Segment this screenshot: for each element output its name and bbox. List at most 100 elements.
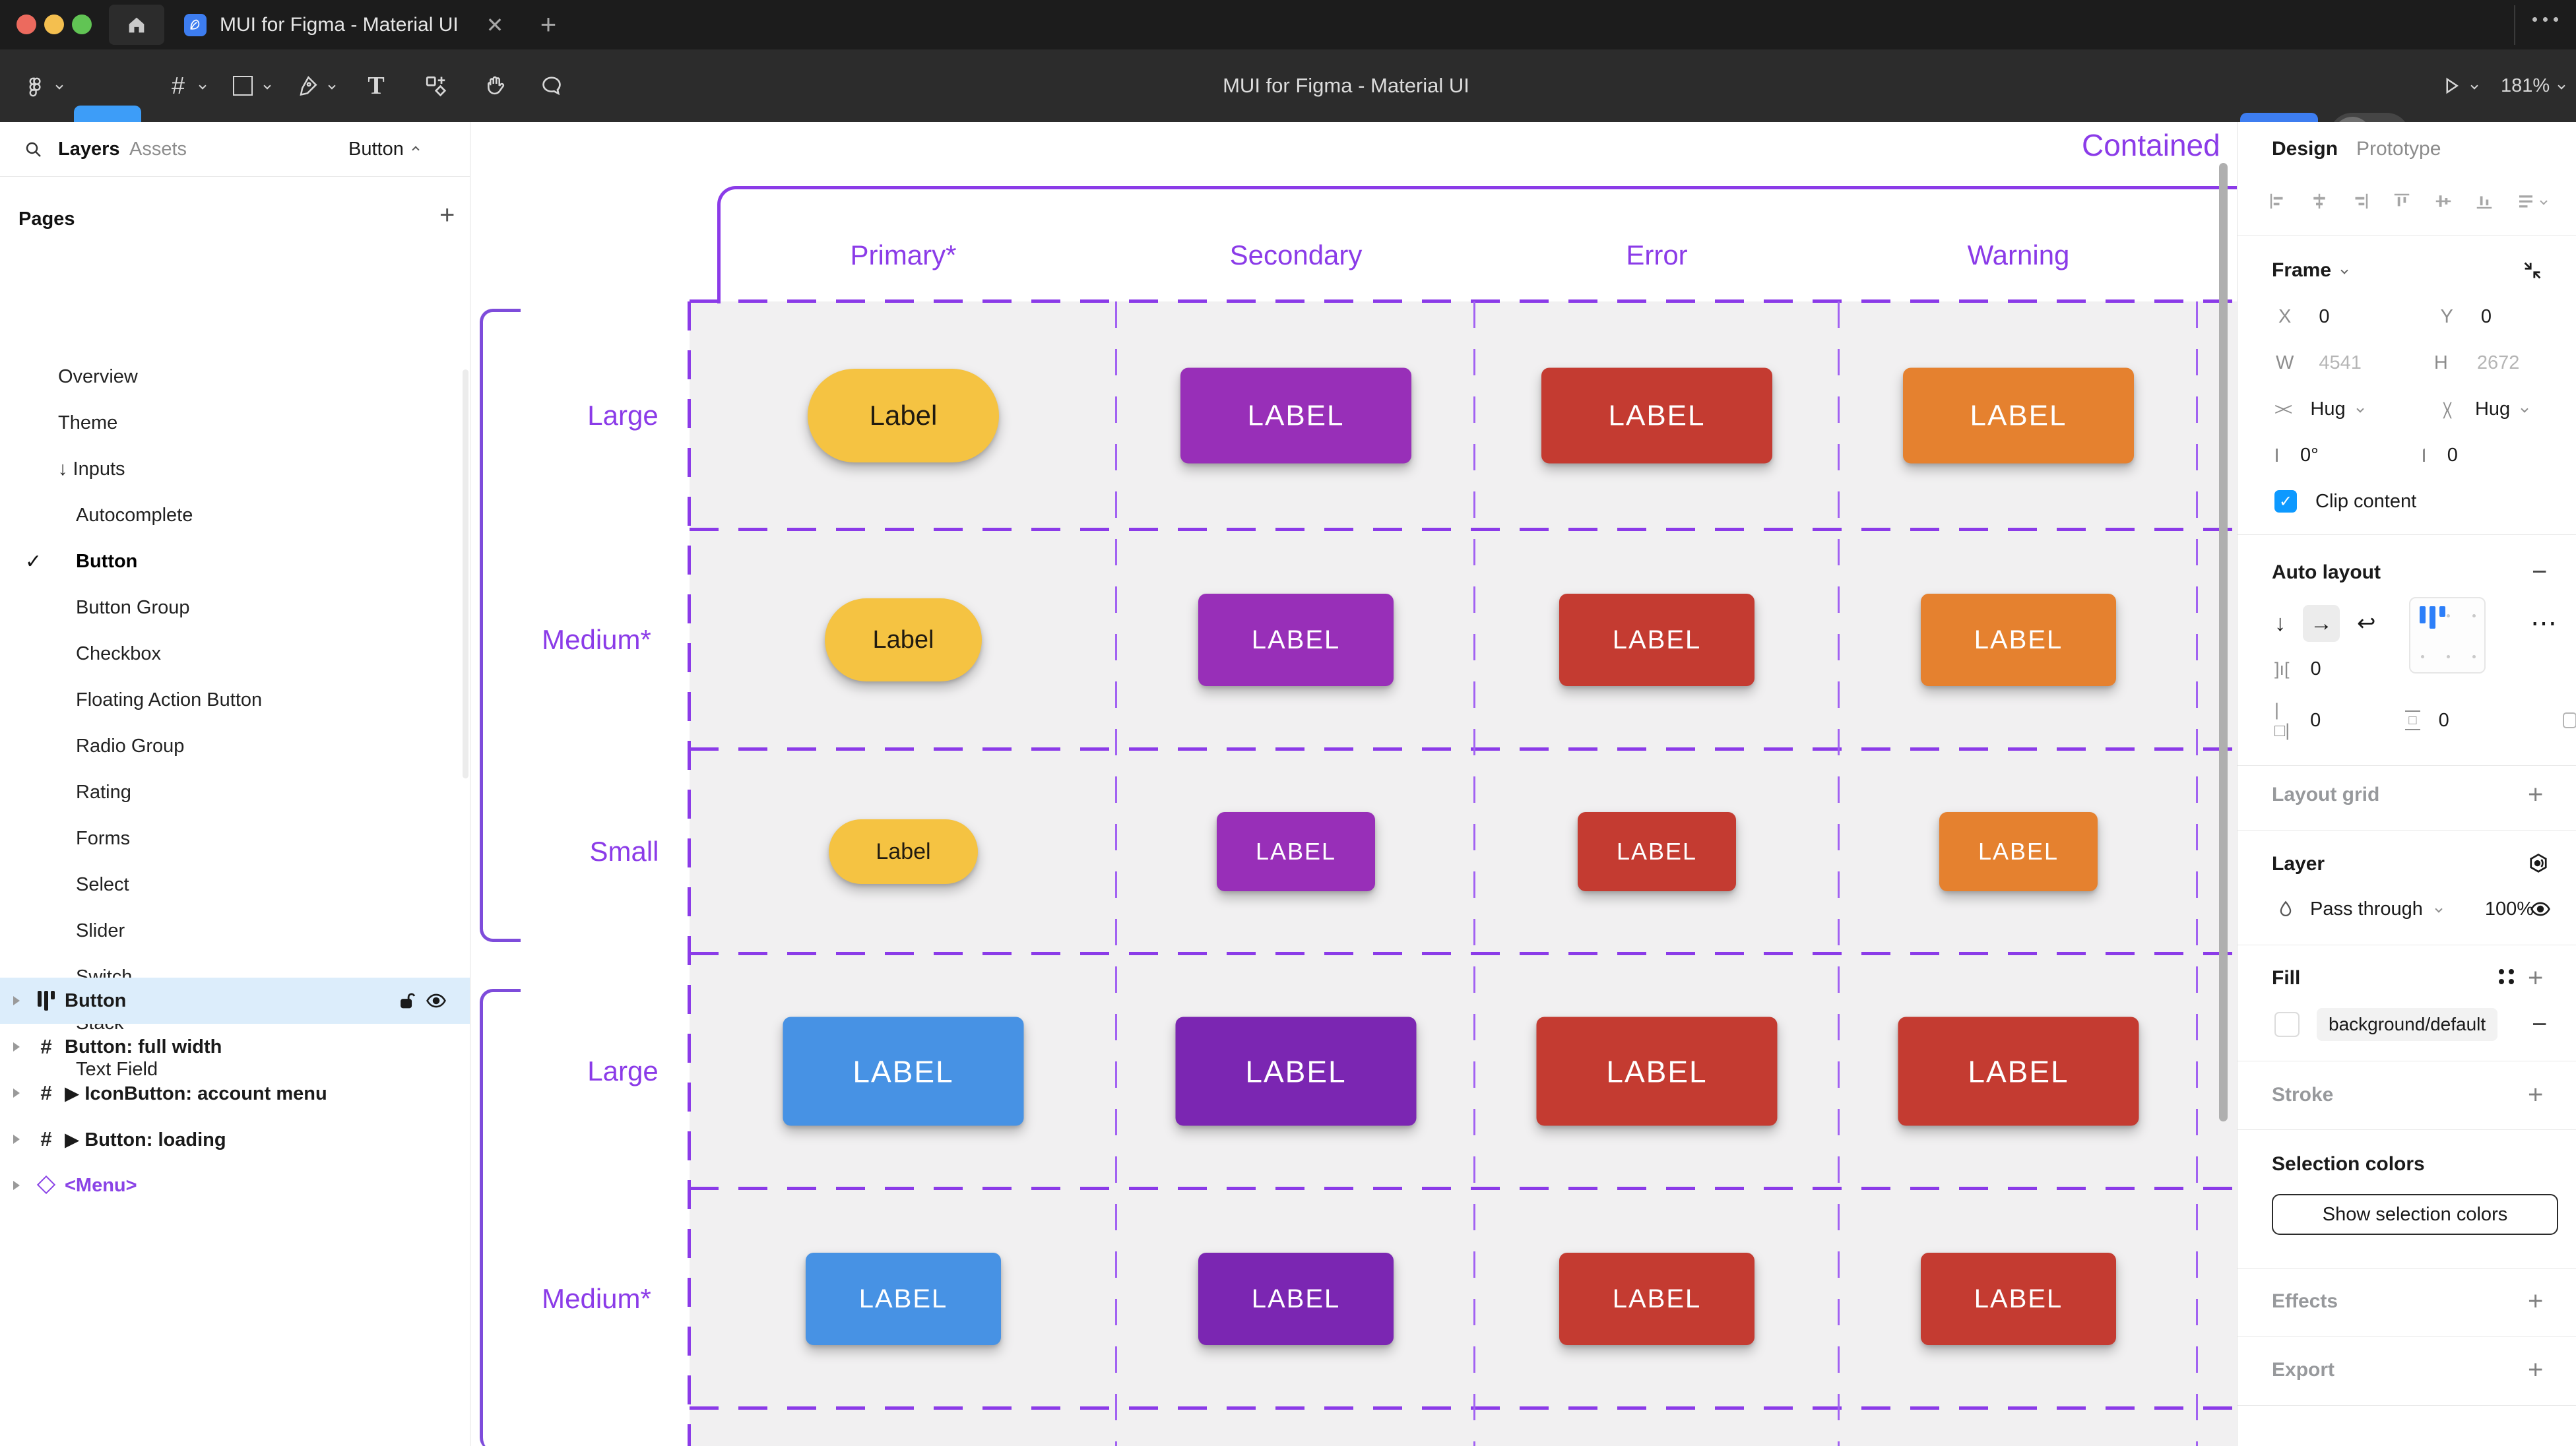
present-chevron-icon[interactable] xyxy=(2470,82,2478,90)
text-tool[interactable]: T xyxy=(368,72,385,100)
disclosure-icon[interactable] xyxy=(13,1088,20,1098)
page-item[interactable]: Theme xyxy=(58,412,118,433)
unlock-icon[interactable] xyxy=(396,990,418,1012)
canvas-button[interactable]: LABEL xyxy=(1180,367,1411,464)
canvas-button[interactable]: LABEL xyxy=(1559,1253,1755,1345)
layer-row[interactable]: # Button: full width xyxy=(0,1024,470,1070)
page-item[interactable]: Slider xyxy=(76,920,125,941)
sizing-v-value[interactable]: Hug xyxy=(2474,398,2511,420)
page-item[interactable]: Select xyxy=(76,873,129,895)
blend-mode-icon[interactable] xyxy=(2527,852,2550,875)
page-item[interactable]: ↓ Inputs xyxy=(58,458,125,480)
page-item[interactable]: Autocomplete xyxy=(76,504,193,526)
canvas-button[interactable]: LABEL xyxy=(1578,812,1736,891)
gap-value[interactable]: 0 xyxy=(2310,658,2321,679)
clip-content-checkbox[interactable]: ✓ xyxy=(2274,490,2297,513)
align-top-icon[interactable] xyxy=(2392,191,2412,211)
tab-close-icon[interactable]: ✕ xyxy=(486,13,504,37)
h-value[interactable]: 2672 xyxy=(2476,352,2520,373)
corner-radius-value[interactable]: 0 xyxy=(2447,444,2458,466)
canvas-button[interactable]: Label xyxy=(825,598,982,681)
page-item[interactable]: Overview xyxy=(58,365,138,387)
disclosure-icon[interactable] xyxy=(13,1135,20,1144)
y-value[interactable]: 0 xyxy=(2480,305,2492,327)
canvas-button[interactable]: LABEL xyxy=(1541,367,1772,464)
resources-tool[interactable] xyxy=(420,49,451,122)
align-left-icon[interactable] xyxy=(2268,191,2288,211)
w-value[interactable]: 4541 xyxy=(2319,352,2362,373)
add-stroke-button[interactable]: + xyxy=(2528,1080,2544,1110)
canvas-button[interactable]: LABEL xyxy=(1921,1253,2116,1345)
frame-tool[interactable]: # xyxy=(171,72,185,99)
layer-row[interactable]: # ▶ IconButton: account menu xyxy=(0,1070,470,1116)
layer-row-instance[interactable]: <Menu> xyxy=(0,1162,470,1209)
canvas-button[interactable]: LABEL xyxy=(1898,1017,2139,1126)
hand-tool[interactable] xyxy=(479,49,511,122)
comment-tool[interactable] xyxy=(536,49,567,122)
tab-layers[interactable]: Layers xyxy=(58,139,120,160)
remove-fill-button[interactable]: − xyxy=(2532,1009,2548,1039)
blend-mode-value[interactable]: Pass through xyxy=(2310,898,2423,920)
pen-tool[interactable] xyxy=(293,49,322,122)
page-item-current[interactable]: ✓ Button xyxy=(25,550,138,573)
auto-layout-more-icon[interactable]: ⋯ xyxy=(2530,609,2559,638)
canvas-button[interactable]: LABEL xyxy=(806,1253,1001,1345)
main-menu-button[interactable] xyxy=(18,49,50,122)
shape-tool[interactable] xyxy=(228,49,257,122)
shape-tool-chevron-icon[interactable] xyxy=(260,49,274,122)
layer-row[interactable]: # ▶ Button: loading xyxy=(0,1116,470,1162)
align-h-center-icon[interactable] xyxy=(2309,191,2329,211)
add-export-button[interactable]: + xyxy=(2528,1355,2544,1385)
fill-token-chip[interactable]: background/default xyxy=(2317,1008,2498,1041)
remove-auto-layout-button[interactable]: − xyxy=(2532,557,2548,586)
canvas-button[interactable]: Label xyxy=(829,819,978,884)
traffic-light-minimize[interactable] xyxy=(44,15,64,34)
page-item[interactable]: Checkbox xyxy=(76,643,161,664)
disclosure-icon[interactable] xyxy=(13,996,20,1005)
add-layout-grid-button[interactable]: + xyxy=(2528,780,2544,809)
canvas-button[interactable]: LABEL xyxy=(1217,812,1375,891)
show-selection-colors-button[interactable]: Show selection colors xyxy=(2272,1194,2558,1235)
canvas-button[interactable]: LABEL xyxy=(1175,1017,1417,1126)
traffic-light-zoom[interactable] xyxy=(72,15,92,34)
fill-color-swatch[interactable] xyxy=(2274,1012,2300,1037)
present-play-icon[interactable] xyxy=(2441,76,2461,96)
direction-right-icon-selected[interactable]: → xyxy=(2303,605,2340,642)
opacity-value[interactable]: 100% xyxy=(2484,898,2534,920)
page-item[interactable]: Rating xyxy=(76,781,131,803)
page-item[interactable]: Floating Action Button xyxy=(76,689,263,710)
canvas-button[interactable]: LABEL xyxy=(1198,594,1394,686)
direction-down-icon[interactable]: ↓ xyxy=(2274,610,2286,636)
canvas-button[interactable]: LABEL xyxy=(1921,594,2116,686)
fill-styles-icon[interactable] xyxy=(2499,969,2514,984)
align-right-icon[interactable] xyxy=(2350,191,2370,211)
frame-title[interactable]: Contained xyxy=(2082,128,2220,162)
canvas-button[interactable]: LABEL xyxy=(1536,1017,1778,1126)
layer-visibility-eye-icon[interactable] xyxy=(2529,898,2552,920)
collapse-panel-icon[interactable] xyxy=(2521,259,2544,282)
frame-tool-chevron-icon[interactable] xyxy=(195,49,210,122)
canvas-button[interactable]: LABEL xyxy=(1198,1253,1394,1345)
canvas[interactable]: Contained Primary* Secondary Error Warni… xyxy=(470,122,2237,1446)
padding-v-value[interactable]: 0 xyxy=(2438,709,2449,731)
distribute-icon[interactable] xyxy=(2516,191,2548,211)
tab-design[interactable]: Design xyxy=(2272,138,2338,160)
canvas-button[interactable]: LABEL xyxy=(1939,812,2098,891)
layer-row-button-selected[interactable]: Button xyxy=(0,978,470,1024)
page-dropdown[interactable]: Button xyxy=(348,122,420,177)
page-item[interactable]: Button Group xyxy=(76,596,190,618)
x-value[interactable]: 0 xyxy=(2319,305,2330,327)
add-effect-button[interactable]: + xyxy=(2528,1286,2544,1316)
pen-tool-chevron-icon[interactable] xyxy=(325,49,339,122)
sidebar-scrollbar[interactable] xyxy=(463,369,468,778)
frame-section-header[interactable]: Frame xyxy=(2272,259,2348,282)
zoom-menu[interactable]: 181% xyxy=(2501,49,2565,122)
page-item[interactable]: Radio Group xyxy=(76,735,185,757)
traffic-light-close[interactable] xyxy=(16,15,36,34)
page-item[interactable]: Text Field xyxy=(76,1058,158,1080)
disclosure-icon[interactable] xyxy=(13,1181,20,1190)
search-icon[interactable] xyxy=(24,122,44,177)
new-tab-button[interactable]: + xyxy=(540,9,557,40)
align-bottom-icon[interactable] xyxy=(2474,191,2494,211)
canvas-button[interactable]: LABEL xyxy=(1559,594,1755,686)
